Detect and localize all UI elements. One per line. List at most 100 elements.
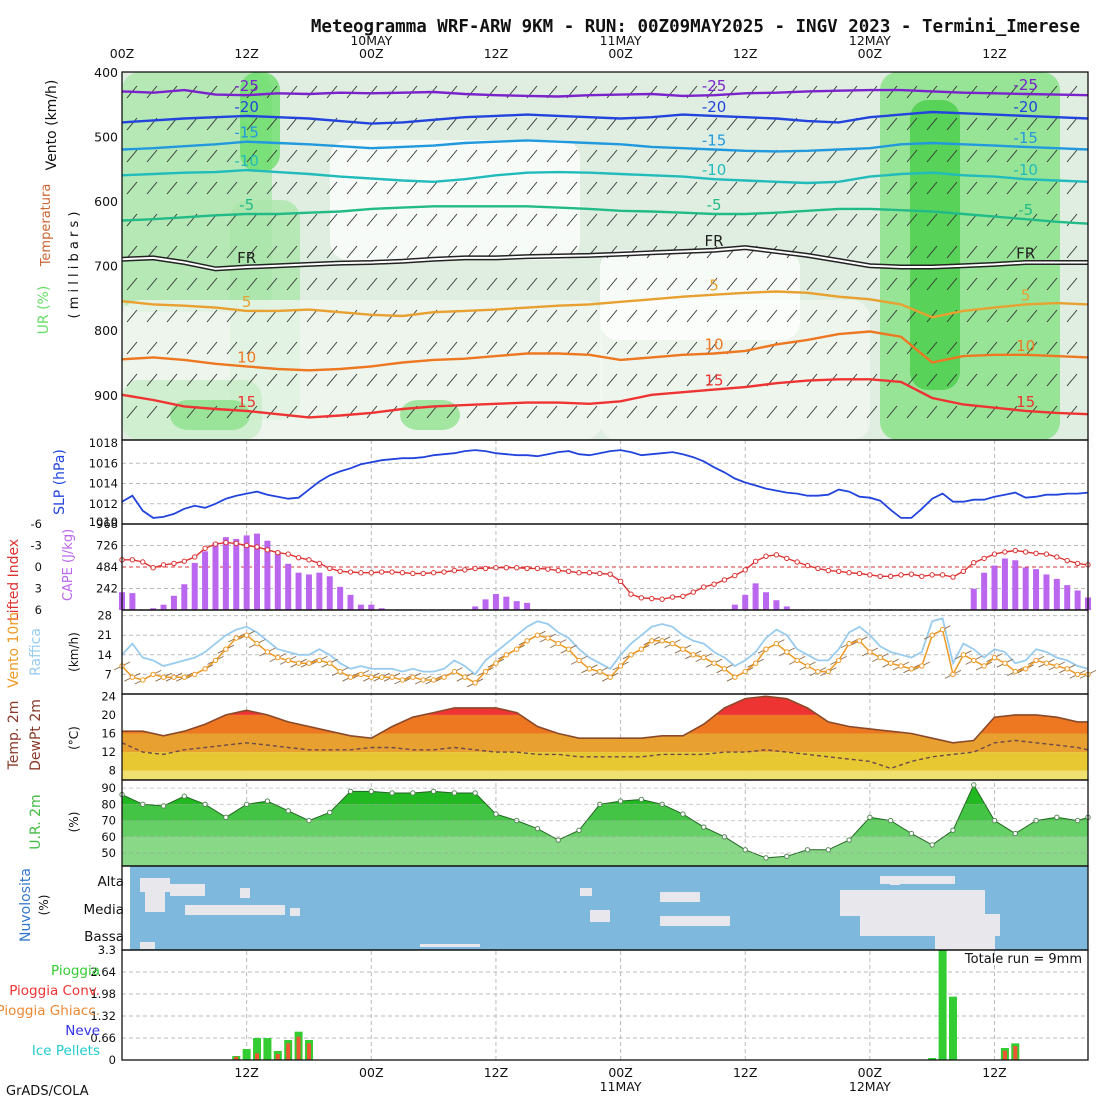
wind-barb (586, 309, 598, 323)
wind-barb (706, 277, 718, 291)
wind-barb (626, 149, 638, 163)
wind-barb (1026, 309, 1038, 323)
lifted-index-line (122, 541, 1089, 601)
wind-barb (446, 277, 458, 291)
wind-barb (126, 181, 138, 195)
isotherm-15 (121, 378, 1089, 419)
wind-barb (946, 213, 958, 227)
wind-barb (306, 245, 318, 259)
lifted-index-point (192, 554, 198, 560)
wind-barb (226, 149, 238, 163)
wind-barb (906, 277, 918, 291)
wind-barb (926, 181, 938, 195)
precip-legend-item: Pioggia Conv. (9, 983, 100, 999)
wind-point (503, 652, 510, 658)
cloud-cover-block (580, 888, 592, 896)
isotherm-label-FR: FR (705, 232, 724, 250)
lifted-index-point (347, 569, 354, 575)
isotherm-label--10: -10 (702, 161, 727, 179)
top-time-label: 00Z (608, 46, 632, 61)
wind-barb (146, 309, 158, 323)
wind-barb (406, 149, 418, 163)
pressure-tick: 600 (94, 194, 118, 209)
wind-barb (786, 341, 798, 355)
lifted-index-point (763, 553, 769, 559)
isotherm-label--20: -20 (1013, 98, 1038, 116)
cloud-cover-block (290, 908, 300, 916)
cape-bar (1022, 567, 1029, 610)
isotherm-label--20: -20 (234, 98, 259, 116)
wind-barb (846, 85, 858, 99)
wind-barb (866, 85, 878, 99)
wind-barb (626, 213, 638, 227)
wind-barb (846, 341, 858, 355)
cloud-cover-block (420, 944, 480, 947)
cape-bar (1053, 578, 1060, 610)
wind-barb (766, 405, 778, 419)
lifted-index-point (451, 567, 458, 574)
wind-barb (906, 405, 918, 419)
rh-point (285, 808, 291, 814)
lifted-index-point (960, 568, 967, 574)
lifted-index-point (514, 565, 520, 571)
wind-barb (126, 309, 138, 323)
lifted-index-point (939, 572, 946, 578)
wind-barb (366, 85, 378, 99)
wind-barb (686, 149, 698, 163)
bottom-time-label: 12Z (484, 1065, 508, 1080)
wind-barb (646, 181, 658, 195)
wind-unit: (km/h) (67, 632, 81, 672)
wind-point (129, 674, 136, 680)
wind-barb (206, 117, 218, 131)
wind-barb (346, 181, 358, 195)
wind-barb (286, 149, 298, 163)
wind-barb (306, 213, 318, 227)
rh-point (472, 790, 478, 796)
temp-tick: 8 (109, 764, 116, 778)
wind-barb (746, 181, 758, 195)
top-time-label: 00Z (110, 46, 134, 61)
lifted-index-point (160, 562, 167, 568)
wind-barb (866, 117, 878, 131)
wind-barb (666, 213, 678, 227)
wind-barb (786, 213, 798, 227)
wind-barb (846, 149, 858, 163)
wind-barb (766, 309, 778, 323)
wind-barb (626, 117, 638, 131)
wind-point (441, 674, 447, 680)
wind-barb (126, 149, 138, 163)
wind-barb (1046, 117, 1058, 131)
precip-legend-item: Pioggia Ghiacc. (0, 1003, 100, 1019)
temp-band-0 (122, 770, 1088, 780)
wind-barb (406, 181, 418, 195)
wind-barb (646, 277, 658, 291)
wind-barb (906, 85, 918, 99)
rh-point (223, 814, 229, 821)
cloud-cover-block (880, 876, 955, 884)
rh-point (846, 837, 852, 843)
wind-barb (566, 213, 578, 227)
wind-point (264, 649, 271, 655)
isotherm-label--25: -25 (234, 77, 259, 95)
wind-barb (486, 341, 498, 355)
wind-barb (646, 149, 658, 163)
wind-barb (846, 245, 858, 259)
wind-barb (886, 277, 898, 291)
wind-barb (166, 341, 178, 355)
lifted-index-point (794, 559, 800, 565)
wind-barb (326, 149, 338, 163)
wind-barb (426, 405, 438, 419)
pressure-tick: 800 (94, 323, 118, 338)
wind-barb (686, 373, 698, 387)
cape-tick: 726 (96, 539, 118, 553)
wind-barb (726, 213, 738, 227)
wind-point (929, 632, 935, 638)
wind-barb (646, 373, 658, 387)
wind-barb (166, 277, 178, 291)
wind-barb (286, 373, 298, 387)
wind-point (233, 635, 239, 641)
wind-point (430, 677, 437, 683)
wind-barb (926, 373, 938, 387)
rh-point (825, 847, 832, 853)
rh-shading-7 (330, 140, 580, 260)
